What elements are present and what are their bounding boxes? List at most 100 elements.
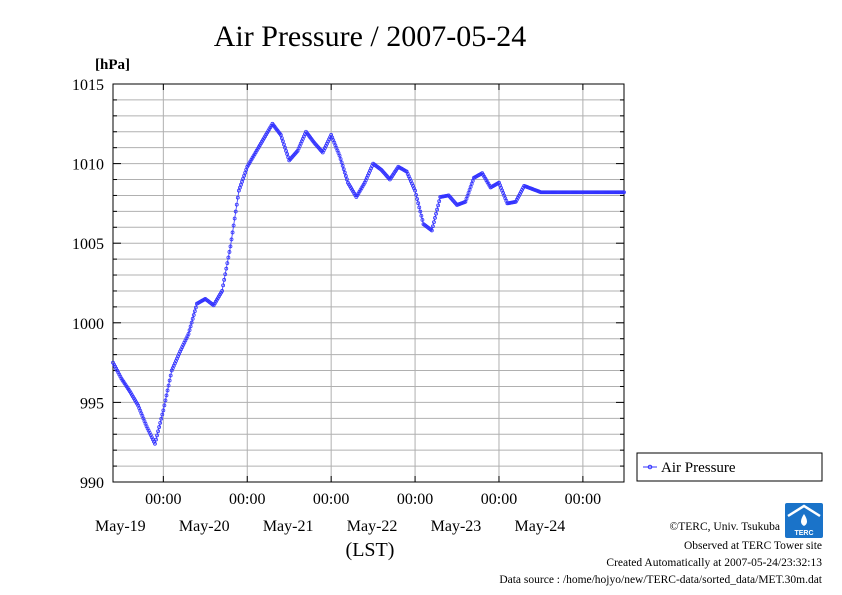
- legend: Air Pressure: [636, 452, 823, 482]
- data-point: [437, 199, 442, 204]
- data-point: [222, 277, 227, 282]
- legend-box: [636, 452, 823, 482]
- y-tick-label: 1010: [72, 157, 104, 174]
- legend-entry-air-pressure: Air Pressure: [661, 460, 736, 476]
- data-point: [168, 373, 173, 378]
- x-tick-label-date: May-23: [431, 518, 482, 535]
- data-point: [221, 283, 226, 288]
- data-point: [413, 188, 417, 193]
- data-point: [229, 237, 234, 242]
- data-point: [622, 190, 626, 195]
- data-point: [162, 403, 167, 408]
- data-point: [159, 416, 164, 421]
- logo-text: TERC: [794, 530, 813, 537]
- x-tick-label-date: May-22: [347, 518, 398, 535]
- data-point: [435, 207, 439, 212]
- data-point: [189, 320, 194, 325]
- data-point: [432, 220, 436, 225]
- logo-roof-icon: [787, 504, 821, 518]
- x-tick-label-time: 00:00: [145, 491, 181, 508]
- chart-title: Air Pressure / 2007-05-24: [214, 20, 526, 53]
- data-point: [342, 170, 347, 175]
- data-point: [156, 429, 161, 434]
- data-point: [420, 218, 425, 222]
- data-point: [158, 420, 163, 425]
- data-point: [417, 205, 422, 210]
- data-point: [188, 324, 193, 329]
- data-point: [279, 136, 284, 141]
- legend-point-marker: [647, 464, 653, 470]
- data-point: [153, 441, 157, 446]
- data-point: [233, 209, 238, 214]
- data-point: [414, 192, 419, 197]
- x-axis-label: (LST): [346, 539, 395, 561]
- data-point: [231, 223, 236, 228]
- x-tick-label-date: May-21: [263, 518, 314, 535]
- data-point: [339, 160, 344, 165]
- data-point: [415, 197, 420, 201]
- data-point: [192, 309, 197, 314]
- x-tick-label-time: 00:00: [313, 491, 349, 508]
- x-tick-label-time: 00:00: [229, 491, 265, 508]
- data-point: [341, 167, 346, 172]
- data-point: [166, 383, 171, 388]
- data-point: [164, 393, 169, 398]
- data-point: [230, 230, 235, 235]
- data-point: [430, 224, 435, 229]
- data-point: [165, 388, 170, 393]
- data-point: [160, 412, 165, 417]
- y-tick-label: 990: [80, 475, 104, 492]
- plot-frame: [112, 83, 625, 483]
- x-axis-ticks: 00:00 May-19 00:00 May-20 00:00 May-21 00:00 Ma…: [95, 84, 601, 535]
- data-point: [283, 145, 287, 150]
- data-point: [434, 211, 438, 216]
- data-point: [224, 266, 229, 271]
- data-point: [344, 177, 349, 182]
- series-air-pressure: [111, 121, 626, 446]
- data-point: [418, 209, 423, 214]
- data-point: [187, 328, 192, 333]
- data-point: [190, 316, 195, 321]
- data-point: [154, 437, 158, 442]
- data-point: [419, 213, 424, 218]
- data-point: [167, 378, 172, 383]
- data-point: [228, 244, 233, 249]
- data-point: [234, 202, 239, 207]
- data-point: [416, 201, 421, 206]
- x-tick-label-time: 00:00: [565, 491, 601, 508]
- data-point: [281, 139, 285, 144]
- created-text: Created Automatically at 2007-05-24/23:3…: [606, 557, 822, 569]
- data-point: [191, 313, 196, 317]
- data-point: [161, 408, 166, 413]
- data-point: [343, 174, 348, 178]
- y-tick-label: 1005: [72, 236, 104, 253]
- data-point: [232, 216, 237, 221]
- data-point: [278, 133, 283, 137]
- y-tick-label: 1000: [72, 316, 104, 333]
- copyright-text: ©TERC, Univ. Tsukuba: [670, 521, 780, 533]
- data-point: [225, 261, 230, 266]
- y-axis-unit-label: [hPa]: [95, 57, 130, 73]
- data-point: [220, 289, 224, 293]
- grid-lines: [113, 84, 624, 482]
- x-tick-label-time: 00:00: [481, 491, 517, 508]
- data-point: [186, 332, 191, 336]
- data-point: [436, 203, 441, 208]
- data-point: [227, 250, 232, 254]
- y-tick-label: 1015: [72, 77, 104, 94]
- data-point: [157, 425, 162, 429]
- data-source-text: Data source : /home/hojyo/new/TERC-data/…: [499, 574, 822, 586]
- data-point: [155, 433, 159, 438]
- data-point: [433, 216, 437, 220]
- data-point: [282, 142, 286, 147]
- data-point: [340, 163, 345, 168]
- data-point: [429, 228, 434, 233]
- x-tick-label-time: 00:00: [397, 491, 433, 508]
- x-tick-label-date: May-24: [515, 518, 566, 535]
- data-point: [163, 398, 168, 403]
- data-point: [226, 255, 231, 260]
- data-point: [235, 195, 240, 200]
- x-tick-label-date: May-19: [95, 518, 146, 535]
- x-tick-label-date: May-20: [179, 518, 230, 535]
